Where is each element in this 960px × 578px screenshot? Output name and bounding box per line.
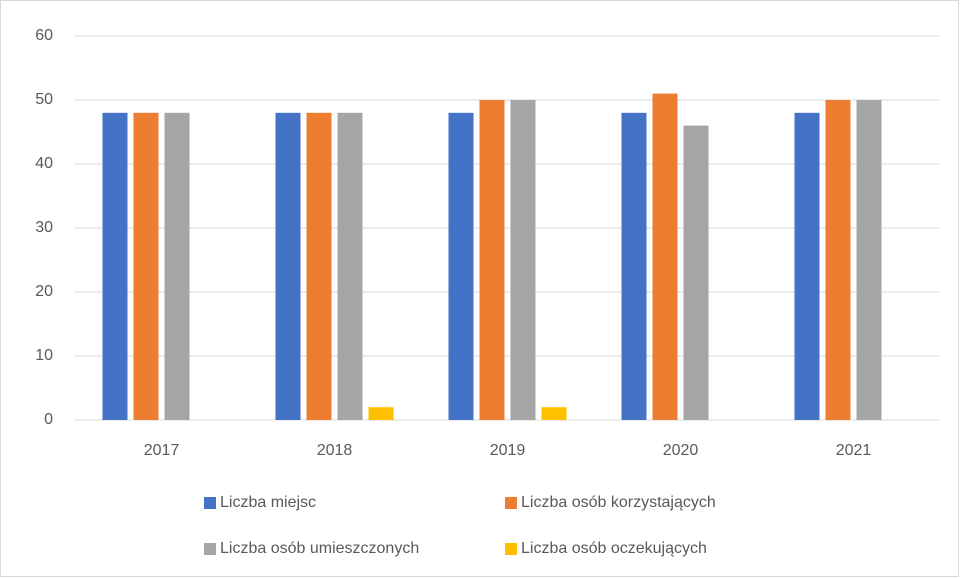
bar — [102, 112, 128, 421]
bar — [825, 100, 851, 420]
y-tick-label: 10 — [35, 347, 53, 364]
y-tick-label: 60 — [35, 27, 53, 44]
bar — [164, 112, 190, 421]
x-tick-label: 2021 — [836, 442, 872, 459]
x-tick-label: 2018 — [317, 442, 353, 459]
bar — [133, 112, 159, 421]
legend-swatch — [204, 497, 216, 509]
x-tick-label: 2019 — [490, 442, 526, 459]
bar — [794, 112, 820, 421]
bar — [621, 112, 647, 421]
bar — [479, 100, 505, 420]
bar — [683, 125, 709, 420]
y-tick-label: 20 — [35, 283, 53, 300]
legend-label: Liczba miejsc — [220, 494, 316, 511]
legend-swatch — [505, 543, 517, 555]
legend-label: Liczba osób oczekujących — [521, 540, 707, 557]
legend-swatch — [204, 543, 216, 555]
y-tick-label: 50 — [35, 91, 53, 108]
x-tick-label: 2017 — [144, 442, 180, 459]
bar — [306, 112, 332, 421]
bar — [337, 112, 363, 421]
y-tick-label: 0 — [44, 411, 53, 428]
bar — [448, 112, 474, 421]
bar — [856, 100, 882, 420]
legend-swatch — [505, 497, 517, 509]
bar — [510, 100, 536, 420]
y-tick-label: 40 — [35, 155, 53, 172]
legend-label: Liczba osób umieszczonych — [220, 540, 419, 557]
legend-label: Liczba osób korzystających — [521, 494, 716, 511]
bar — [541, 407, 567, 420]
x-tick-label: 2020 — [663, 442, 699, 459]
bar — [368, 407, 394, 420]
bar — [652, 93, 678, 420]
y-tick-label: 30 — [35, 219, 53, 236]
bar — [275, 112, 301, 421]
